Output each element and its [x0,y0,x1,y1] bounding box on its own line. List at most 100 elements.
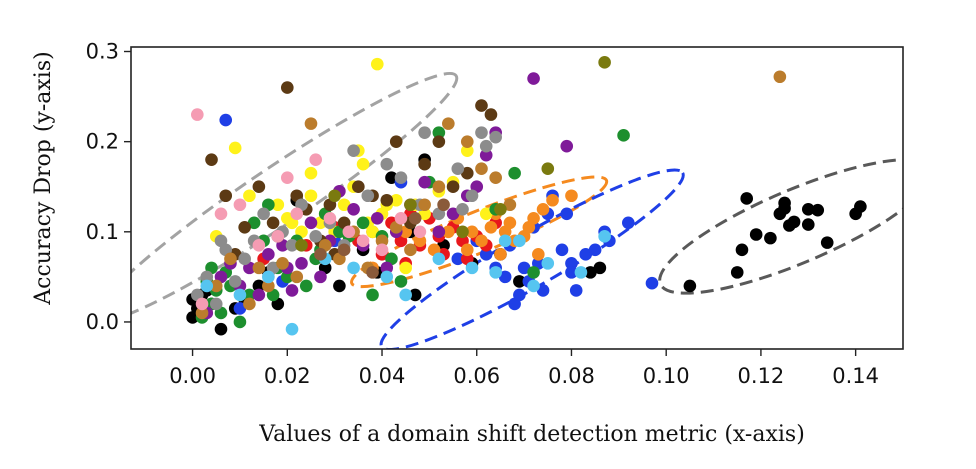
scatter-point [366,266,379,279]
scatter-point [252,279,266,293]
scatter-point [513,234,526,248]
scatter-point [494,202,507,216]
scatter-point [503,198,517,212]
scatter-point [479,207,493,221]
scatter-point [389,193,403,207]
scatter-point [588,243,602,257]
scatter-point [494,248,507,261]
scatter-point [247,216,261,230]
scatter-point [328,189,341,203]
scatter-point [442,225,455,239]
scatter-point [801,202,815,216]
scatter-point [513,288,526,302]
scatter-point [399,261,412,275]
scatter-point [418,157,431,171]
scatter-point [508,166,521,180]
data-points [186,56,867,336]
scatter-point [560,207,574,221]
scatter-point [456,225,469,239]
scatter-point [252,261,266,275]
scatter-point [498,270,512,284]
scatter-point [370,211,384,225]
scatter-point [380,193,394,207]
scatter-point [489,266,502,279]
scatter-point [309,153,323,166]
scatter-point [228,141,242,155]
scatter-point [432,135,446,148]
x-tick-label: 0.00 [169,364,216,388]
scatter-point [394,171,408,185]
scatter-point [437,198,450,212]
scatter-point [555,243,569,257]
scatter-point [541,162,555,176]
scatter-point [773,70,787,84]
scatter-point [280,81,294,94]
scatter-point [356,234,370,248]
scatter-point [479,139,493,153]
scatter-point [622,216,635,230]
scatter-point [252,239,266,252]
scatter-point [513,275,526,288]
scatter-point [337,243,351,257]
scatter-point [730,266,744,279]
scatter-point [460,144,474,157]
scatter-point [475,162,488,176]
scatter-point [536,202,550,216]
scatter-point [475,99,488,112]
cluster-ellipse [379,168,685,349]
scatter-point [778,202,791,215]
scatter-point [290,207,304,221]
scatter-point [361,189,375,203]
scatter-point [228,275,242,288]
scatter-point [233,288,247,302]
scatter-point [271,230,285,243]
scatter-point [465,261,479,275]
scatter-point [446,180,460,194]
scatter-point [413,225,427,239]
scatter-point [532,248,545,261]
scatter-point [456,202,469,216]
scatter-point [541,257,555,270]
scatter-point [683,279,697,293]
y-tick-label: 0.3 [86,40,119,64]
scatter-point [465,225,479,239]
scatter-point [432,126,446,139]
scatter-point [186,311,199,324]
scatter-point [446,207,460,221]
x-axis-label: Values of a domain shift detection metri… [258,422,805,447]
scatter-point [347,202,360,216]
scatter-point [418,198,431,212]
scatter-point [418,175,431,189]
scatter-point [801,218,815,231]
scatter-point [262,248,275,261]
scatter-point [527,279,540,293]
scatter-point [465,189,479,203]
scatter-point [598,56,611,69]
scatter-point [243,189,256,203]
scatter-point [432,180,446,194]
scatter-point [195,297,209,311]
scatter-point [593,261,607,275]
scatter-point [787,215,801,229]
scatter-point [479,248,493,261]
scatter-point [333,279,346,293]
scatter-point [347,144,360,157]
scatter-point [304,216,318,230]
scatter-point [370,57,384,71]
scatter-point [432,225,446,239]
scatter-point [527,72,540,85]
scatter-point [517,261,531,275]
scatter-point [304,189,318,203]
scatter-point [408,211,422,225]
scatter-point [560,139,574,153]
scatter-point [404,243,417,257]
scatter-point [337,198,351,212]
scatter-point [200,279,214,293]
scatter-point [205,153,218,166]
scatter-point [460,243,474,257]
y-tick-label: 0.0 [86,310,119,334]
scatter-point [546,193,559,207]
scatter-point [238,252,251,266]
scatter-point [243,288,256,302]
scatter-point [498,234,512,248]
